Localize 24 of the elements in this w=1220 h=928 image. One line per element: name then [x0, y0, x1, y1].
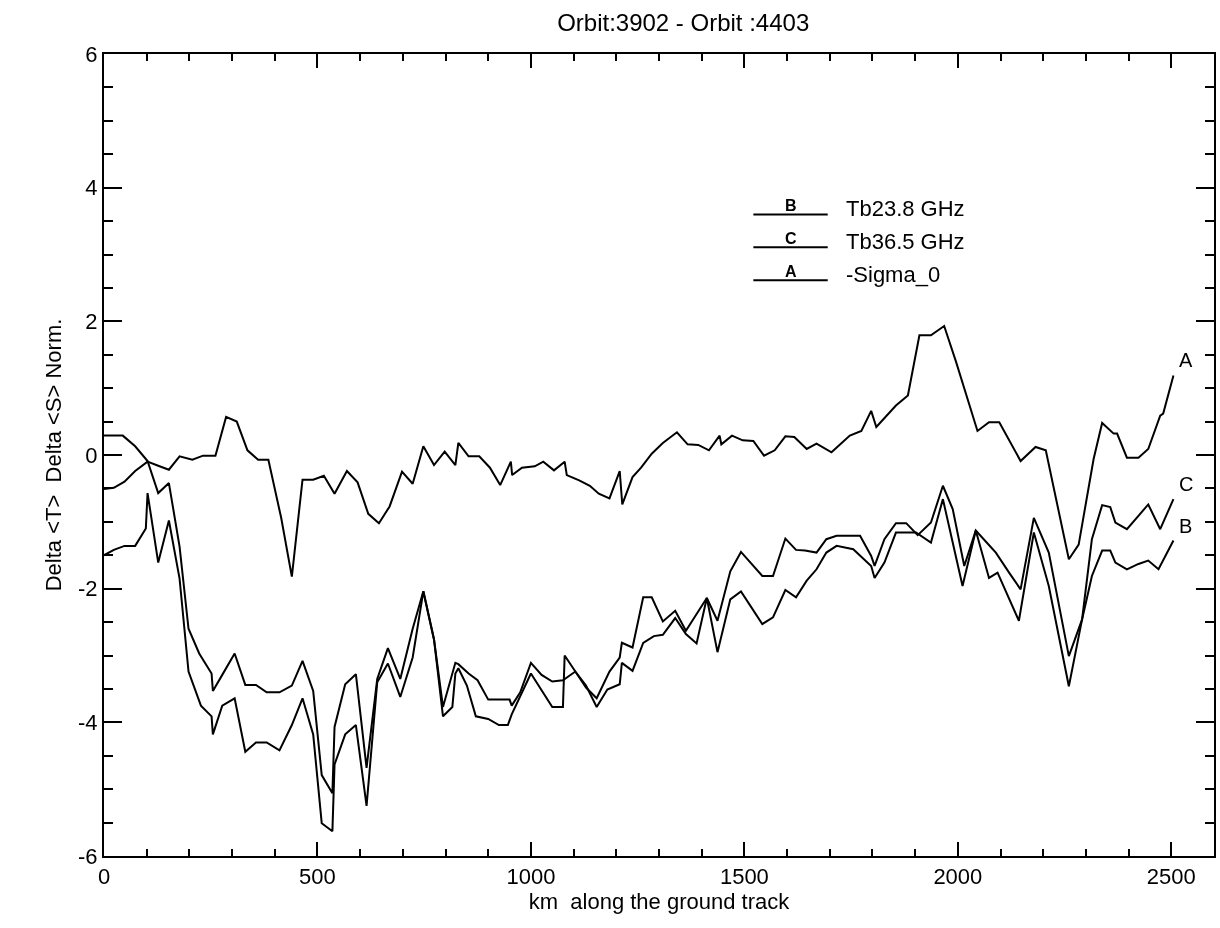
y-tick-label: 6 [85, 41, 98, 67]
x-tick-label: 2000 [933, 864, 983, 890]
annotation: B [1179, 515, 1193, 537]
legend-label: Tb23.8 GHz [846, 196, 965, 221]
y-tick-label: 0 [85, 442, 98, 468]
y-tick-label: 4 [85, 175, 98, 201]
annotation: A [1179, 349, 1193, 371]
annotation: C [1179, 473, 1194, 495]
y-axis-title: Delta <T> Delta <S> Norm. [41, 318, 67, 592]
x-tick-label: 1500 [719, 864, 769, 890]
text: C [785, 230, 797, 247]
text: B [785, 197, 797, 214]
y-tick-label: -4 [78, 710, 98, 736]
legend-label: -Sigma_0 [846, 262, 941, 287]
chart-title: Orbit:3902 - Orbit :4403 [557, 8, 810, 36]
x-axis-title: km along the ground track [528, 889, 791, 915]
y-tick-label: -2 [78, 576, 98, 602]
text: A [785, 263, 797, 280]
legend-label: Tb36.5 GHz [846, 229, 965, 254]
x-tick-label: 2500 [1146, 864, 1196, 890]
y-tick-label: -6 [78, 843, 98, 869]
x-tick-label: 500 [299, 864, 336, 890]
y-tick-label: 2 [85, 309, 98, 335]
x-tick-label: 1000 [506, 864, 556, 890]
